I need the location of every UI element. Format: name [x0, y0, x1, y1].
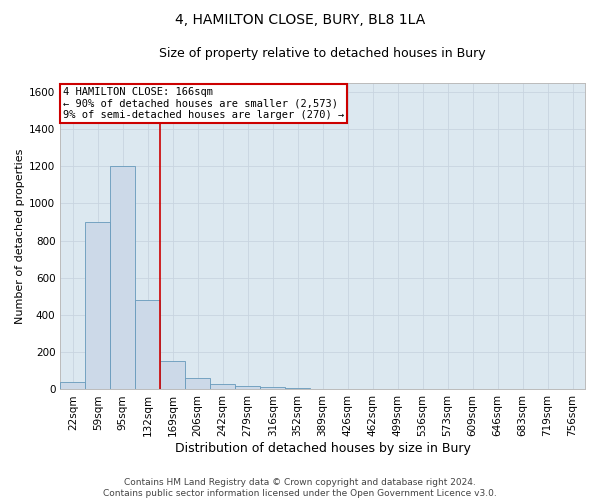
Text: 4 HAMILTON CLOSE: 166sqm
← 90% of detached houses are smaller (2,573)
9% of semi: 4 HAMILTON CLOSE: 166sqm ← 90% of detach… [63, 87, 344, 120]
Bar [210, 384, 235, 390]
Bar [85, 222, 110, 390]
Title: Size of property relative to detached houses in Bury: Size of property relative to detached ho… [160, 48, 486, 60]
Bar [110, 166, 135, 390]
Bar [260, 387, 285, 390]
Text: 4, HAMILTON CLOSE, BURY, BL8 1LA: 4, HAMILTON CLOSE, BURY, BL8 1LA [175, 12, 425, 26]
Bar [160, 360, 185, 390]
Y-axis label: Number of detached properties: Number of detached properties [15, 148, 25, 324]
X-axis label: Distribution of detached houses by size in Bury: Distribution of detached houses by size … [175, 442, 470, 455]
Bar [310, 389, 335, 390]
Bar [135, 300, 160, 390]
Bar [235, 386, 260, 390]
Text: Contains HM Land Registry data © Crown copyright and database right 2024.
Contai: Contains HM Land Registry data © Crown c… [103, 478, 497, 498]
Bar [185, 378, 210, 390]
Bar [60, 382, 85, 390]
Bar [285, 388, 310, 390]
